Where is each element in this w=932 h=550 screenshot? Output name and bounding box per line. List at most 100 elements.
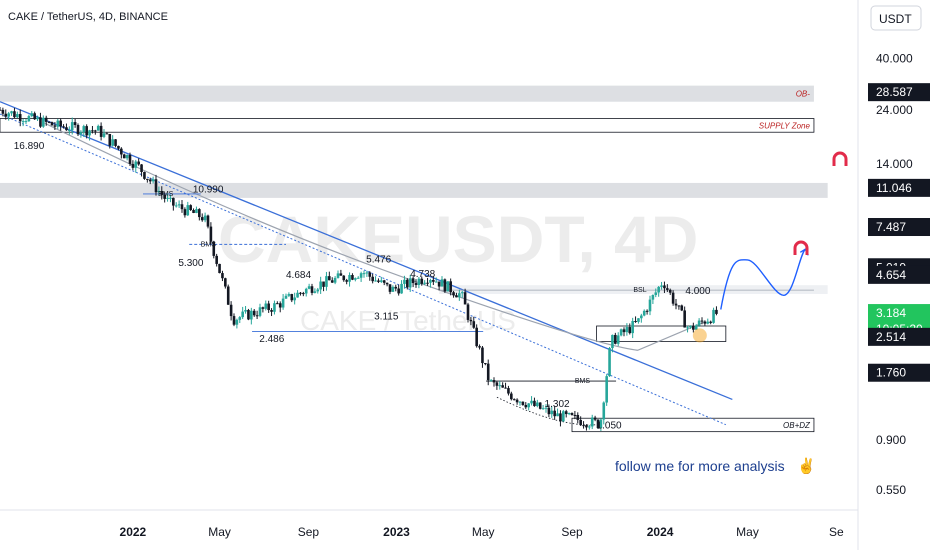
candle-body bbox=[686, 327, 689, 329]
candle-body bbox=[521, 401, 525, 405]
candle-body bbox=[284, 295, 288, 299]
candle-body bbox=[342, 275, 346, 281]
candle-body bbox=[290, 294, 294, 301]
grid-lines bbox=[0, 0, 859, 550]
candle-body bbox=[576, 414, 580, 420]
candle-body bbox=[252, 310, 256, 316]
candle-body bbox=[333, 277, 337, 283]
candle-body bbox=[414, 283, 418, 285]
candle-body bbox=[255, 315, 259, 317]
x-tick-label: Se bbox=[829, 525, 844, 539]
candle-body bbox=[475, 327, 478, 347]
candle-body bbox=[374, 280, 377, 282]
structure-mark: BMS bbox=[158, 191, 174, 198]
candle-body bbox=[319, 281, 322, 290]
candle-body bbox=[507, 388, 510, 394]
candle-body bbox=[148, 179, 152, 182]
candle-body bbox=[443, 279, 447, 292]
candle-body bbox=[515, 399, 519, 403]
candle-body bbox=[264, 303, 268, 309]
candle-body bbox=[605, 376, 608, 403]
candle-body bbox=[30, 113, 34, 117]
candle-body bbox=[53, 125, 57, 127]
candle-body bbox=[304, 288, 308, 294]
candle-body bbox=[146, 178, 149, 180]
candle-body bbox=[411, 278, 415, 284]
candle-body bbox=[62, 126, 65, 128]
candle-body bbox=[677, 305, 681, 307]
highlight-dot bbox=[692, 328, 707, 343]
candle-body bbox=[455, 295, 458, 298]
candle-body bbox=[91, 130, 94, 132]
candle-body bbox=[82, 126, 86, 133]
candle-body bbox=[94, 130, 97, 132]
time-axis[interactable]: 2022 May Sep 2023 May Sep 2024 May Se bbox=[120, 525, 844, 539]
candle-body bbox=[680, 305, 684, 311]
price-tag-label: 2.514 bbox=[876, 330, 906, 344]
candle-body bbox=[183, 209, 187, 216]
price-tag bbox=[868, 83, 930, 102]
candle-body bbox=[692, 325, 695, 330]
candle-body bbox=[654, 292, 658, 296]
candle-body bbox=[131, 163, 135, 168]
candle-body bbox=[278, 303, 282, 308]
victory-hand-emoji: ✌ bbox=[797, 456, 816, 475]
candle-body bbox=[229, 304, 233, 317]
follow-annotation: follow me for more analysis bbox=[615, 458, 785, 474]
candle-body bbox=[134, 161, 138, 168]
candle-body bbox=[432, 279, 435, 282]
currency-label: USDT bbox=[879, 12, 912, 26]
candle-body bbox=[189, 205, 192, 210]
candle-body bbox=[302, 293, 305, 295]
candle-body bbox=[481, 347, 484, 364]
candle-body bbox=[397, 288, 400, 294]
price-tag bbox=[868, 265, 930, 284]
candle-body bbox=[631, 321, 634, 334]
annotations: 16.890 10.990 5.300 2.486 4.684 5.476 3.115 4.7… bbox=[14, 141, 809, 432]
candle-body bbox=[463, 292, 467, 305]
candle-body bbox=[180, 204, 184, 210]
candle-body bbox=[85, 126, 88, 136]
watermark: CAKEUSDT, 4D CAKE / TetherUS bbox=[218, 202, 698, 336]
zone-box bbox=[571, 417, 815, 433]
candle-body bbox=[137, 161, 140, 165]
price-axis[interactable]: 40.000 24.000 14.000 0.900 0.550 28.587 11.046… bbox=[868, 51, 930, 497]
candle-body bbox=[567, 413, 571, 415]
candle-body bbox=[235, 319, 239, 325]
candle-body bbox=[368, 272, 372, 277]
candle-body bbox=[328, 276, 331, 281]
candle-body bbox=[16, 114, 19, 118]
zone-box bbox=[0, 182, 828, 198]
candle-body bbox=[13, 111, 16, 118]
price-tag-label: 11.046 bbox=[876, 181, 912, 195]
candle-body bbox=[452, 292, 455, 296]
candle-body bbox=[174, 205, 178, 207]
candle-body bbox=[694, 325, 698, 330]
candle-body bbox=[120, 148, 123, 155]
candle-body bbox=[498, 385, 502, 387]
candle-body bbox=[510, 393, 513, 400]
candle-body bbox=[533, 400, 536, 407]
candle-body bbox=[122, 154, 126, 159]
level-label: 4.684 bbox=[286, 270, 311, 281]
candle-body bbox=[611, 334, 614, 349]
candle-body bbox=[518, 401, 522, 403]
candle-body bbox=[212, 241, 216, 256]
candle-body bbox=[683, 310, 686, 328]
candle-body bbox=[634, 321, 637, 323]
candle-body bbox=[536, 402, 539, 407]
candle-body bbox=[163, 194, 166, 199]
candle-body bbox=[39, 117, 42, 127]
candle-body bbox=[434, 281, 438, 283]
currency-button[interactable]: USDT bbox=[870, 5, 922, 31]
zone-box bbox=[0, 118, 815, 133]
x-tick-label: May bbox=[736, 525, 759, 539]
candle-body bbox=[492, 380, 496, 383]
candle-body bbox=[417, 278, 421, 285]
level-label: 4.738 bbox=[410, 269, 435, 280]
price-tag-label: 28.587 bbox=[876, 85, 913, 99]
candle-body bbox=[382, 280, 386, 283]
candle-body bbox=[21, 121, 25, 123]
